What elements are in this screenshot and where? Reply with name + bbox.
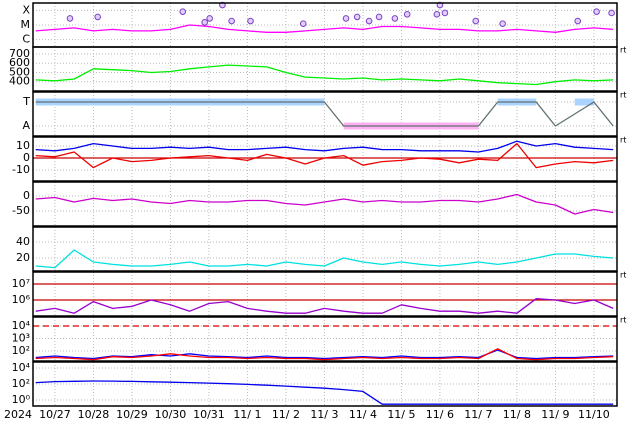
flare-marker	[342, 15, 350, 22]
flare-marker	[66, 15, 74, 22]
y-tick-label: 40	[16, 235, 30, 248]
x-tick-label: 11/ 3	[310, 408, 338, 421]
y-tick-label: 10⁷	[12, 277, 30, 290]
series-line	[35, 24, 614, 33]
flare-marker	[472, 17, 480, 25]
flare-marker	[247, 17, 254, 25]
y-tick-label: 20	[16, 251, 30, 264]
y-tick-label: 500	[9, 65, 30, 78]
x-tick-label: 11/ 1	[233, 408, 261, 421]
panel-frame	[32, 226, 618, 272]
x-tick-label: 11/ 4	[349, 408, 377, 421]
y-tick-label: 10²	[12, 377, 30, 390]
x-tick-label: 10/30	[155, 408, 187, 421]
y-tick-label: X	[22, 3, 30, 16]
flare-marker	[391, 15, 399, 22]
flare-marker	[593, 8, 600, 15]
y-tick-label: -10	[12, 163, 30, 176]
x-tick-label: 11/ 8	[503, 408, 531, 421]
x-tick-label: 11/10	[578, 408, 610, 421]
panel-frame	[32, 361, 618, 407]
y-tick-label: 10²	[12, 344, 30, 357]
y-tick-label: M	[21, 18, 31, 31]
y-tick-label: 0	[23, 151, 30, 164]
year-label: 2024	[4, 408, 32, 421]
series-line	[35, 298, 614, 314]
y-tick-label: 10⁴	[12, 361, 31, 374]
series-line	[35, 140, 614, 153]
flare-marker	[375, 13, 383, 21]
x-tick-label: 10/28	[78, 408, 110, 421]
flare-marker	[94, 13, 101, 21]
y-tick-label: 10⁰	[12, 393, 31, 406]
series-line	[35, 380, 614, 405]
flare-marker	[299, 20, 307, 27]
y-tick-label: A	[22, 119, 30, 132]
flare-marker	[228, 17, 235, 25]
flare-marker	[201, 19, 208, 26]
flare-marker	[403, 10, 411, 18]
y-tick-label: 600	[9, 56, 30, 69]
y-tick-label: C	[22, 33, 30, 46]
x-tick-label: 10/27	[39, 408, 71, 421]
series-line	[35, 64, 614, 86]
flare-marker	[365, 17, 373, 25]
x-tick-label: 11/ 9	[541, 408, 569, 421]
y-tick-label: -50	[12, 204, 30, 217]
side-label: rt	[620, 316, 626, 325]
y-tick-label: 10	[16, 139, 30, 152]
series-line	[35, 348, 614, 361]
y-tick-label: 10⁴	[12, 319, 31, 332]
flare-marker	[206, 15, 214, 22]
side-label: rt	[620, 91, 626, 100]
series-line	[35, 349, 614, 360]
x-tick-label: 11/ 7	[464, 408, 492, 421]
panel-frame	[32, 316, 618, 362]
panel-frame	[32, 271, 618, 317]
series-line	[35, 249, 614, 269]
x-tick-label: 10/31	[193, 408, 225, 421]
flare-marker	[179, 8, 187, 15]
flare-marker	[433, 10, 441, 18]
x-tick-label: 10/29	[116, 408, 148, 421]
flare-marker	[353, 13, 361, 21]
y-tick-label: 10⁶	[12, 293, 31, 306]
flare-marker	[608, 9, 615, 17]
x-tick-label: 11/ 2	[272, 408, 300, 421]
panel-frame	[32, 91, 618, 137]
side-label: rt	[620, 271, 626, 280]
series-line	[35, 142, 614, 169]
y-tick-label: 10³	[12, 331, 30, 344]
side-label: rt	[620, 136, 626, 145]
y-tick-label: 0	[23, 189, 30, 202]
panel-frame	[32, 136, 618, 182]
x-tick-label: 11/ 6	[426, 408, 454, 421]
panel-frame	[32, 46, 618, 92]
series-line	[35, 193, 614, 215]
panel-frame	[32, 181, 618, 227]
flare-marker	[441, 9, 449, 17]
y-tick-label: 400	[9, 75, 30, 88]
side-label: rt	[620, 46, 626, 55]
x-tick-label: 11/ 5	[387, 408, 415, 421]
series-line	[35, 101, 614, 127]
y-tick-label: 700	[9, 47, 30, 60]
flare-marker	[499, 20, 506, 27]
y-tick-label: T	[22, 95, 30, 108]
flare-marker	[574, 17, 582, 25]
